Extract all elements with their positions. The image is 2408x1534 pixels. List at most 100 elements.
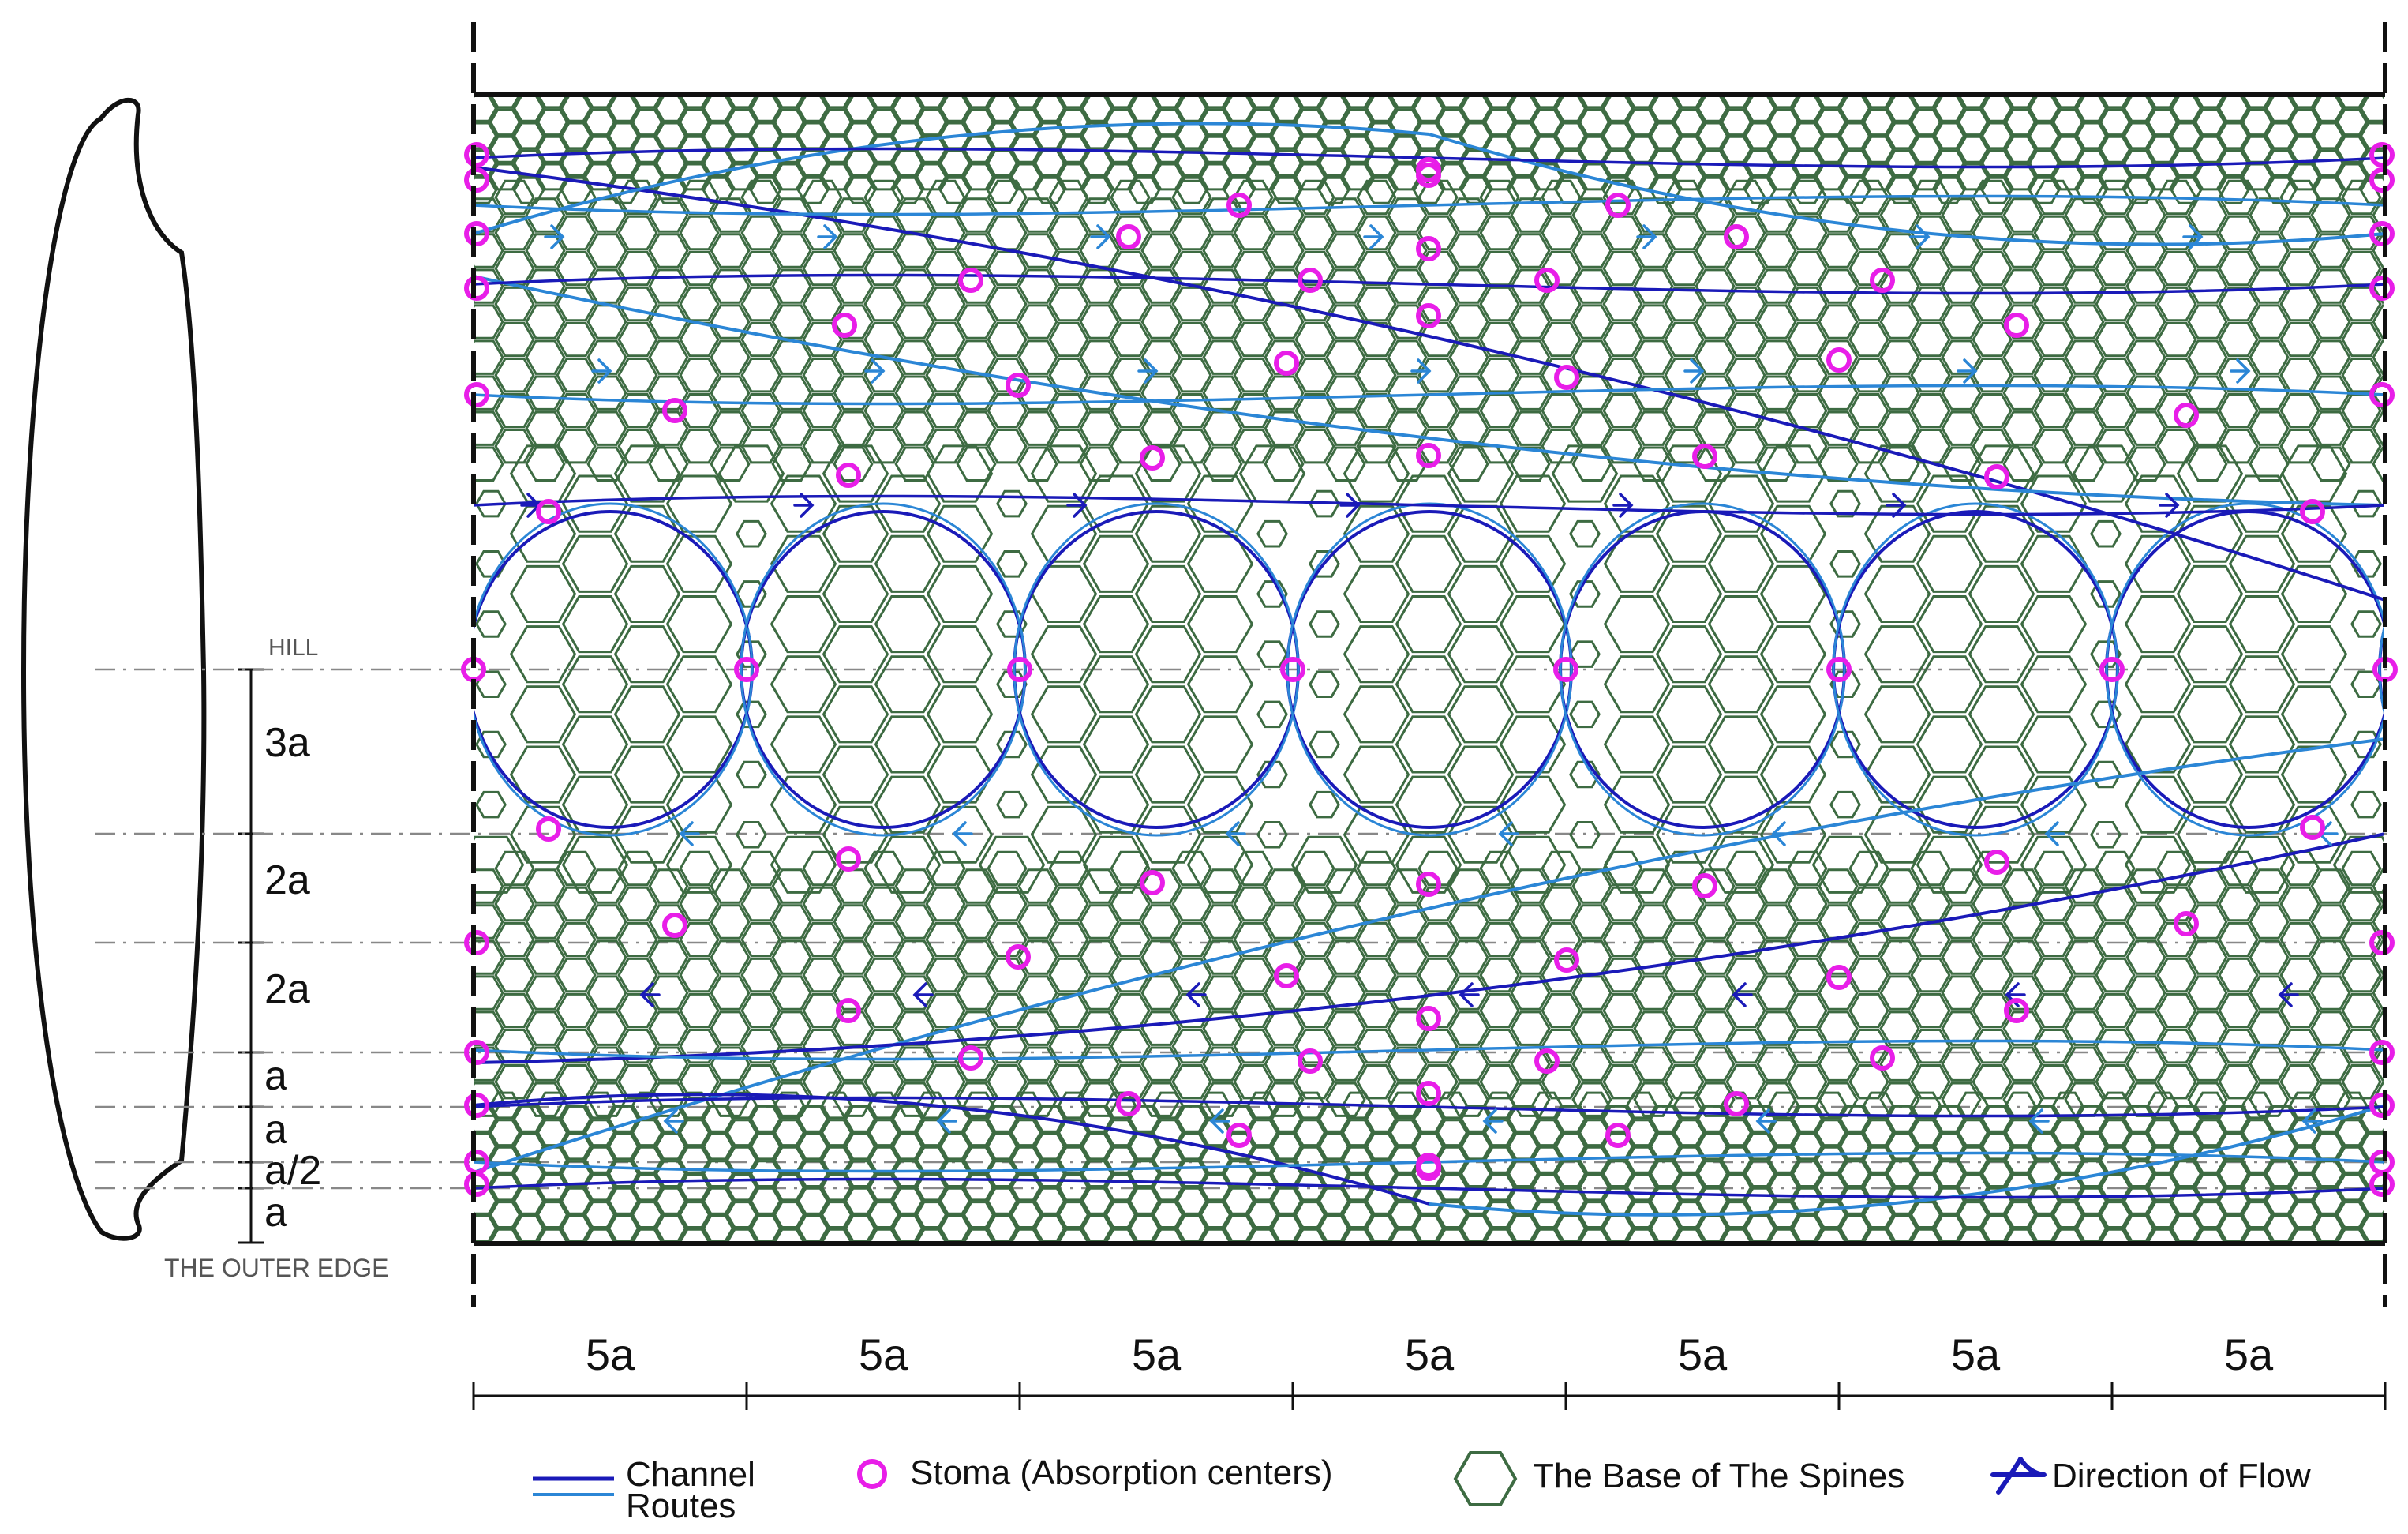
spine-hexagon (2335, 108, 2369, 137)
spine-hexagon (2156, 286, 2197, 322)
spine-hexagon (1655, 564, 1723, 623)
spine-hexagon (1886, 1105, 1919, 1133)
spine-hexagon (773, 1146, 806, 1174)
spine-hexagon (1554, 1160, 1587, 1187)
flow-arrow (864, 358, 886, 384)
spine-hexagon (2335, 1091, 2369, 1120)
spine-hexagon (2125, 411, 2166, 446)
spine-hexagon (1972, 429, 2013, 464)
flow-arrow (1612, 493, 1634, 518)
spine-hexagon (1602, 429, 1643, 464)
spine-hexagon (771, 904, 812, 940)
spine-hexagon (1448, 446, 1489, 482)
spine-hexagon (1175, 1105, 1208, 1133)
spine-hexagon (536, 135, 569, 163)
spine-hexagon (771, 233, 812, 268)
dim-label: 3a (264, 720, 310, 766)
spine-hexagon (2310, 197, 2351, 233)
spine-hexagon (822, 444, 889, 503)
spine-hexagon (1767, 1201, 1800, 1228)
spine-hexagon (844, 122, 877, 150)
spine-hexagon (1317, 1132, 1350, 1161)
spine-hexagon (1541, 850, 1582, 887)
spine-hexagon (2217, 122, 2250, 150)
spine-hexagon (1886, 176, 1919, 204)
spine-hexagon (509, 504, 577, 563)
spine-hexagon (586, 868, 627, 904)
spine-hexagon (1128, 149, 1161, 177)
spine-hexagon (1972, 921, 2013, 958)
spine-hexagon (1791, 1214, 1824, 1243)
spine-hexagon (2341, 921, 2382, 958)
spine-hexagon (1140, 304, 1182, 339)
spine-hexagon (986, 176, 1019, 204)
spine-hexagon (987, 850, 1028, 887)
spine-hexagon (1767, 108, 1800, 137)
flow-arrow (2028, 1108, 2050, 1134)
spine-hexagon (607, 1160, 640, 1187)
spine-hexagon (2241, 163, 2274, 191)
spine-hexagon (1541, 179, 1582, 216)
flow-arrow (1498, 821, 1519, 846)
spine-hexagon (2279, 1064, 2320, 1100)
spine-hexagon (874, 655, 942, 714)
spine-hexagon (2341, 1029, 2382, 1064)
spine-hexagon (1941, 411, 1982, 446)
spine-hexagon (1649, 1214, 1682, 1243)
spine-hexagon (1933, 176, 1966, 204)
spine-hexagon (2004, 1091, 2037, 1120)
spine-hexagon (2004, 1173, 2037, 1202)
spine-hexagon (1294, 163, 1327, 191)
spine-hexagon (561, 595, 629, 654)
spine-hexagon (1256, 580, 1288, 608)
spine-hexagon (2249, 233, 2290, 268)
spine-hexagon (710, 975, 751, 1011)
spine-hexagon (560, 1187, 593, 1215)
spine-hexagon (749, 176, 782, 204)
spine-hexagon (1436, 1119, 1469, 1147)
spine-hexagon (1507, 149, 1540, 177)
stoma-icon (857, 1459, 887, 1489)
spine-hexagon (1479, 992, 1520, 1029)
spine-hexagon (1009, 163, 1043, 191)
spine-hexagon (2090, 760, 2122, 789)
spine-hexagon (710, 868, 751, 904)
spine-hexagon (1294, 1064, 1335, 1100)
spine-hexagon (925, 850, 966, 887)
spine-hexagon (1186, 835, 1254, 894)
spine-hexagon (617, 957, 658, 993)
spine-hexagon (1082, 655, 1150, 714)
spine-hexagon (1479, 393, 1520, 429)
spine-hexagon (1233, 250, 1274, 287)
spine-hexagon (1720, 108, 1753, 137)
spine-hexagon (1601, 1214, 1635, 1243)
spine-hexagon (894, 904, 935, 940)
channel-route (474, 1151, 2384, 1173)
spine-hexagon (2122, 149, 2155, 177)
spine-hexagon (586, 197, 627, 233)
spine-hexagon (1033, 1187, 1066, 1215)
spine-hexagon (863, 286, 904, 322)
spine-hexagon (2241, 95, 2274, 109)
spine-hexagon (867, 1119, 901, 1147)
spine-hexagon (863, 992, 904, 1029)
spine-hexagon (1633, 975, 1674, 1011)
spine-hexagon (1270, 176, 1303, 204)
spine-hexagon (1128, 1132, 1161, 1161)
spine-hexagon (802, 992, 843, 1029)
spine-hexagon (1655, 805, 1723, 864)
spine-hexagon (561, 775, 629, 834)
spine-hexagon (1009, 1119, 1043, 1147)
spine-hexagon (820, 108, 853, 137)
spine-hexagon (1707, 534, 1775, 593)
spine-hexagon (2387, 446, 2408, 501)
hexagon-icon (1453, 1451, 1518, 1506)
spine-hexagon (2288, 1201, 2321, 1228)
spine-hexagon (1818, 1082, 1859, 1117)
spine-hexagon (2279, 886, 2320, 922)
spine-hexagon (654, 1214, 687, 1243)
channel-route (474, 1039, 2384, 1061)
spine-hexagon (874, 715, 942, 774)
spine-hexagon (891, 1187, 924, 1215)
spine-hexagon (1879, 268, 1920, 304)
